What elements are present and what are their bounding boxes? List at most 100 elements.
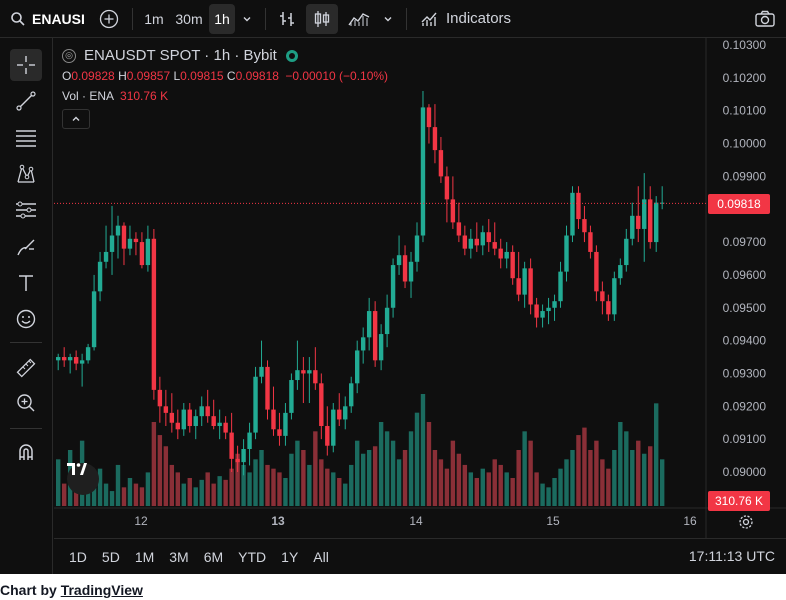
ruler-icon [16, 358, 36, 378]
candle-body [241, 449, 246, 463]
area-style-button[interactable] [342, 4, 376, 34]
range-3m-button[interactable]: 3M [169, 548, 189, 565]
fib-retracement-tool[interactable] [10, 122, 42, 154]
price-tick-label: 0.09900 [723, 169, 767, 183]
volume-bar [205, 472, 210, 506]
volume-bar [594, 440, 599, 506]
candle-body [659, 202, 665, 204]
market-status-icon[interactable] [285, 49, 298, 62]
chart-style-dropdown-button[interactable] [376, 4, 400, 34]
range-5d-button[interactable]: 5D [101, 548, 120, 565]
interval-dropdown-button[interactable] [235, 4, 259, 34]
tradingview-link[interactable]: TradingView [60, 582, 143, 598]
bottom-toolbar: 1D 5D 1M 3M 6M YTD 1Y All 17:11:13 UTC [54, 538, 786, 574]
candle-body [360, 337, 366, 351]
candle-body [205, 406, 210, 417]
range-1d-button[interactable]: 1D [69, 548, 87, 565]
candle-body [175, 422, 180, 430]
range-ytd-button[interactable]: YTD [238, 548, 267, 565]
candle-body [301, 370, 306, 374]
price-tick-label: 0.10100 [723, 104, 767, 118]
candle-body [337, 409, 342, 420]
candle-body [187, 409, 192, 427]
symbol-name: ENAUSI [32, 10, 85, 27]
volume-bar [432, 450, 438, 506]
candle-body [313, 370, 318, 384]
interval-1h-button[interactable]: 1h [209, 3, 235, 34]
volume-bar [564, 459, 569, 506]
candle-body [498, 248, 503, 259]
prediction-tool[interactable] [10, 194, 42, 226]
volume-bar [121, 487, 127, 506]
candle-body [56, 357, 61, 361]
volume-bar [588, 450, 593, 506]
candle-body [211, 416, 216, 427]
candle-body [444, 176, 450, 200]
text-icon [19, 275, 33, 291]
trend-line-tool[interactable] [10, 85, 42, 117]
volume-bar [402, 450, 408, 506]
candle-body [127, 238, 133, 249]
candle-body [366, 311, 372, 338]
last-price-label: 0.09818 [708, 194, 770, 214]
range-6m-button[interactable]: 6M [203, 548, 224, 565]
interval-30m-button[interactable]: 30m [169, 4, 209, 34]
candle-body [582, 219, 587, 233]
candle-body [492, 242, 497, 249]
tradingview-logo[interactable] [67, 463, 99, 495]
volume-bar [654, 403, 659, 506]
volume-bar [390, 440, 396, 506]
collapse-legend-button[interactable] [62, 109, 90, 129]
bars-style-button[interactable] [272, 4, 302, 34]
volume-legend[interactable]: Vol · ENA 310.76 K [62, 89, 388, 103]
candle-body [223, 422, 228, 433]
candle-body [438, 150, 444, 177]
candle-body [319, 383, 324, 427]
volume-bar [307, 464, 312, 506]
range-all-button[interactable]: All [313, 548, 329, 565]
indicators-button[interactable]: Indicators [413, 4, 517, 34]
volume-bar [636, 440, 641, 506]
range-1y-button[interactable]: 1Y [281, 548, 299, 565]
volume-bar [145, 472, 151, 506]
candle-body [642, 199, 647, 229]
bar-chart-icon [280, 11, 294, 26]
screenshot-button[interactable] [750, 4, 780, 34]
compare-symbol-button[interactable] [92, 4, 126, 34]
magnet-tool[interactable] [10, 436, 42, 468]
chart-settings-button[interactable] [738, 514, 760, 536]
volume-bar [396, 459, 402, 506]
price-chart[interactable]: 0.10300 0.10200 0.10100 0.10000 0.09900 0.098… [54, 38, 786, 538]
interval-1m-button[interactable]: 1m [139, 4, 169, 34]
pattern-tool[interactable] [10, 158, 42, 190]
range-1m-button[interactable]: 1M [134, 548, 155, 565]
candle-body [390, 265, 396, 308]
candle-body [576, 192, 581, 220]
volume-bar [247, 472, 252, 506]
crosshair-tool[interactable] [10, 49, 42, 81]
volume-bar [313, 431, 318, 506]
brush-tool[interactable] [10, 231, 42, 263]
candle-body [307, 370, 312, 374]
emoji-tool[interactable] [10, 303, 42, 335]
volume-bar [552, 478, 557, 506]
candles-style-button[interactable] [306, 3, 338, 34]
price-tick-label: 0.09000 [723, 465, 767, 479]
interval-label: 30m [175, 10, 203, 27]
volume-bar [492, 459, 497, 506]
text-tool[interactable] [10, 267, 42, 299]
volume-bar [115, 464, 121, 506]
candle-body [331, 409, 336, 446]
symbol-search-button[interactable]: ENAUSI [0, 4, 92, 34]
legend-title-row[interactable]: ◎ ENAUSDT SPOT · 1h · Bybit [62, 47, 388, 64]
candle-body [504, 251, 509, 259]
chart-background [54, 38, 786, 538]
utc-clock[interactable]: 17:11:13 UTC [688, 548, 775, 564]
volume-bar [181, 483, 186, 506]
chart-pane[interactable]: 0.10300 0.10200 0.10100 0.10000 0.09900 0.098… [54, 38, 786, 574]
candle-body [121, 225, 127, 249]
zoom-in-tool[interactable] [10, 387, 42, 419]
legend-symbol-line: ENAUSDT SPOT · 1h · Bybit [84, 47, 277, 64]
candle-body [396, 255, 402, 266]
measure-tool[interactable] [10, 352, 42, 384]
